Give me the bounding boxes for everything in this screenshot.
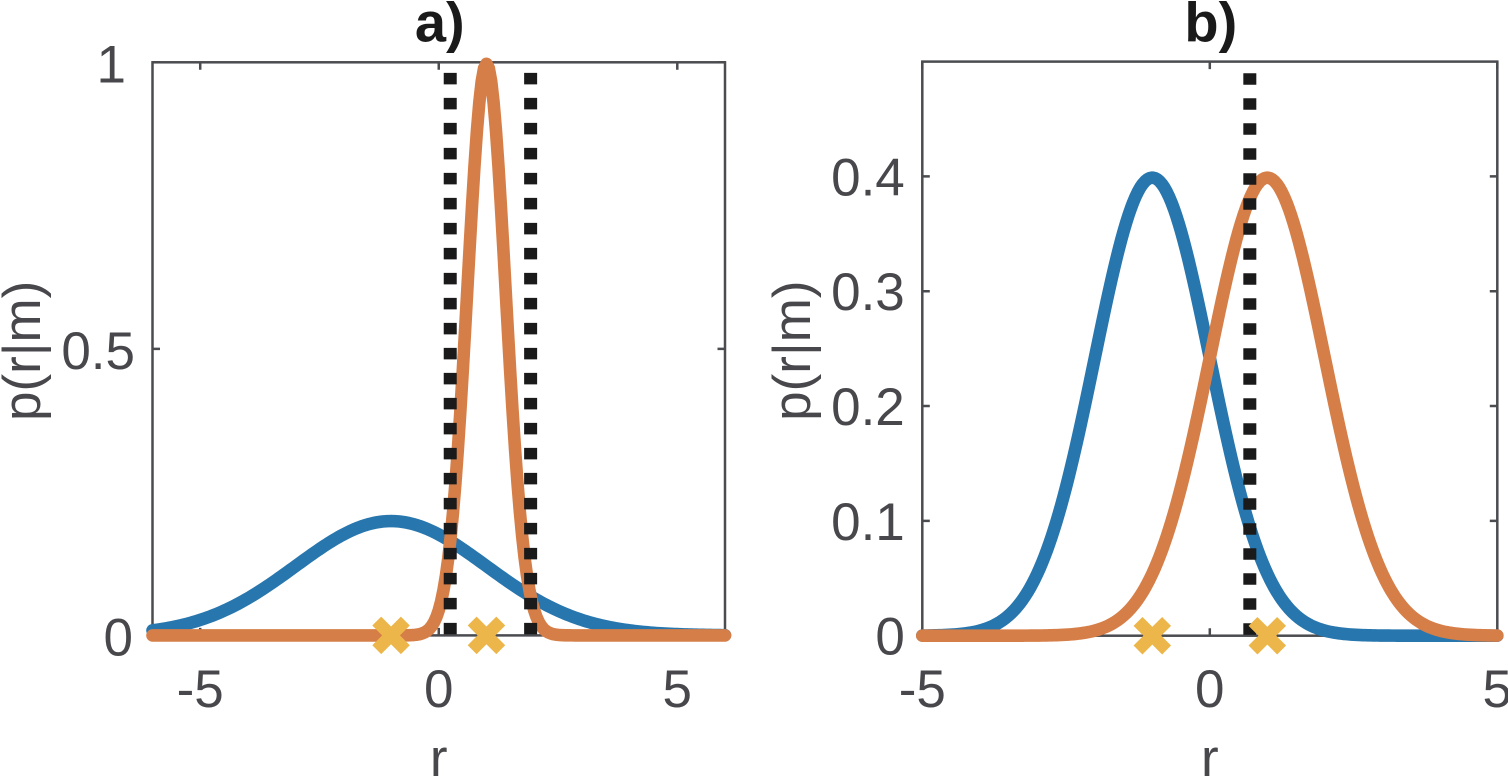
svg-text:0.5: 0.5 — [61, 322, 135, 381]
svg-text:0: 0 — [875, 608, 904, 667]
svg-text:0.2: 0.2 — [831, 378, 905, 437]
svg-text:0.1: 0.1 — [831, 493, 905, 552]
svg-text:r: r — [430, 729, 448, 779]
svg-text:0: 0 — [424, 660, 453, 719]
svg-text:r: r — [1201, 729, 1219, 779]
svg-text:-5: -5 — [177, 660, 224, 719]
svg-text:5: 5 — [663, 660, 692, 719]
svg-text:0: 0 — [1195, 660, 1224, 719]
svg-text:p(r|m): p(r|m) — [0, 281, 52, 421]
svg-text:5: 5 — [1483, 660, 1508, 719]
svg-text:p(r|m): p(r|m) — [763, 280, 822, 420]
svg-text:0.3: 0.3 — [831, 263, 905, 322]
svg-text:0.4: 0.4 — [831, 148, 905, 207]
svg-text:-5: -5 — [899, 660, 946, 719]
svg-text:b): b) — [1184, 0, 1237, 54]
svg-text:1: 1 — [97, 35, 126, 94]
svg-text:a): a) — [415, 0, 465, 54]
svg-text:0: 0 — [104, 608, 133, 667]
